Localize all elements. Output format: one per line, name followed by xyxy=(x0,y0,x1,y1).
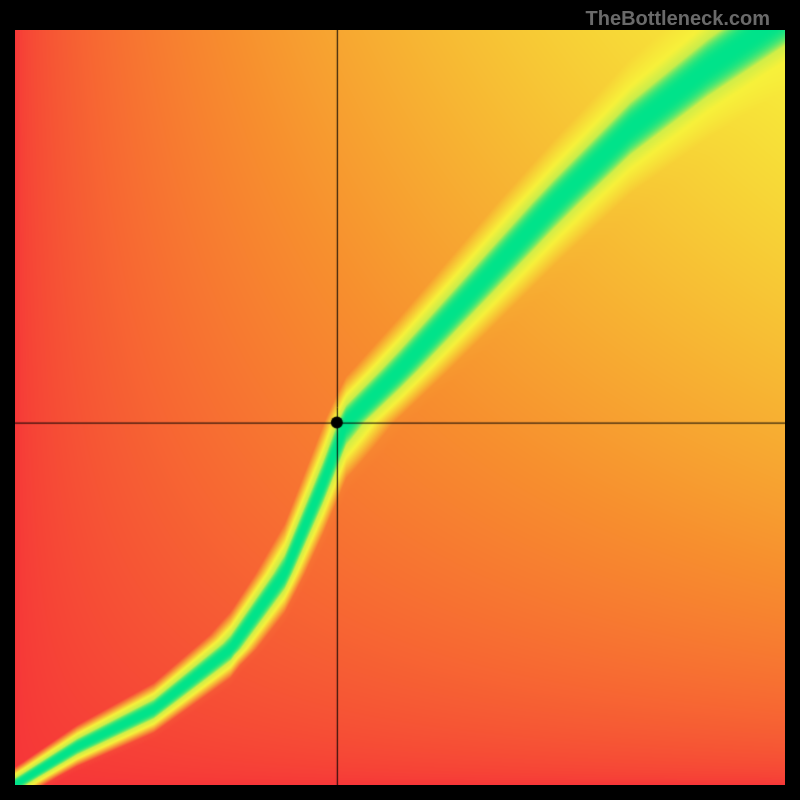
watermark-text: TheBottleneck.com xyxy=(586,8,770,31)
heatmap-canvas xyxy=(15,30,785,785)
plot-area xyxy=(15,30,785,785)
chart-frame: TheBottleneck.com xyxy=(0,0,800,800)
